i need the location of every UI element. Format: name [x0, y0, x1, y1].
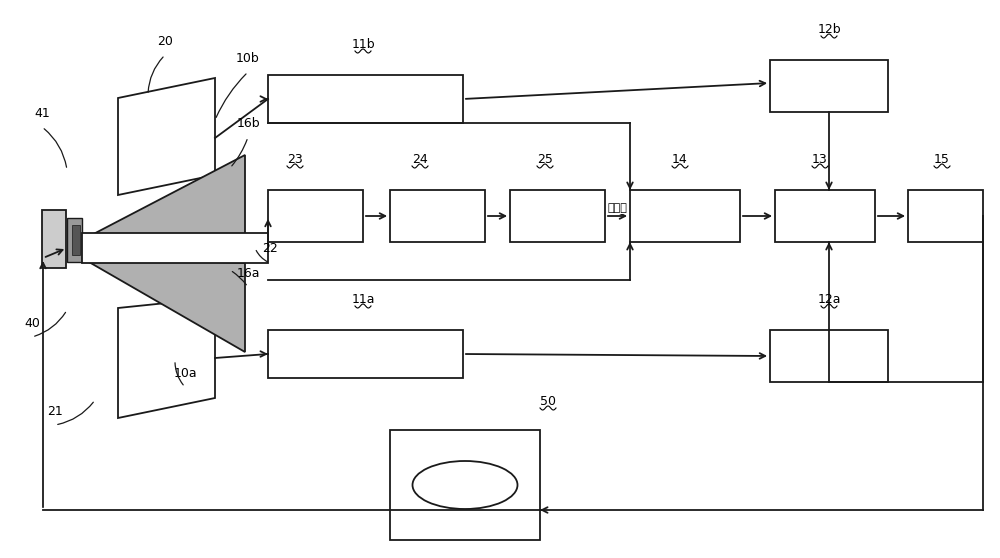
- Text: 11b: 11b: [351, 38, 375, 51]
- Polygon shape: [82, 155, 245, 240]
- FancyBboxPatch shape: [72, 225, 80, 255]
- Text: 10a: 10a: [173, 367, 197, 380]
- Text: 25: 25: [537, 153, 553, 166]
- Text: 12a: 12a: [817, 293, 841, 306]
- Text: 21: 21: [47, 405, 63, 418]
- FancyBboxPatch shape: [390, 190, 485, 242]
- FancyBboxPatch shape: [268, 190, 363, 242]
- Text: 23: 23: [287, 153, 303, 166]
- FancyBboxPatch shape: [67, 218, 82, 262]
- FancyBboxPatch shape: [82, 233, 268, 263]
- Text: 10b: 10b: [236, 52, 260, 65]
- FancyBboxPatch shape: [908, 190, 983, 242]
- FancyBboxPatch shape: [268, 75, 463, 123]
- FancyBboxPatch shape: [770, 60, 888, 112]
- FancyBboxPatch shape: [630, 190, 740, 242]
- Text: 13: 13: [812, 153, 828, 166]
- Text: 11a: 11a: [351, 293, 375, 306]
- Text: 14: 14: [672, 153, 688, 166]
- FancyBboxPatch shape: [268, 330, 463, 378]
- Ellipse shape: [413, 461, 518, 509]
- Text: 15: 15: [934, 153, 950, 166]
- Text: 16a: 16a: [236, 267, 260, 280]
- FancyBboxPatch shape: [510, 190, 605, 242]
- FancyBboxPatch shape: [42, 210, 66, 268]
- Polygon shape: [82, 258, 245, 352]
- Text: 24: 24: [412, 153, 428, 166]
- FancyBboxPatch shape: [775, 190, 875, 242]
- Text: 40: 40: [24, 317, 40, 330]
- Polygon shape: [118, 298, 215, 418]
- Text: 16b: 16b: [236, 117, 260, 130]
- Text: 50: 50: [540, 395, 556, 408]
- Text: 12b: 12b: [817, 23, 841, 36]
- Text: 41: 41: [34, 107, 50, 120]
- FancyBboxPatch shape: [390, 430, 540, 540]
- Polygon shape: [118, 78, 215, 195]
- Text: 20: 20: [157, 35, 173, 48]
- FancyBboxPatch shape: [770, 330, 888, 382]
- Text: 反符合: 反符合: [607, 203, 627, 213]
- Text: 22: 22: [262, 242, 278, 255]
